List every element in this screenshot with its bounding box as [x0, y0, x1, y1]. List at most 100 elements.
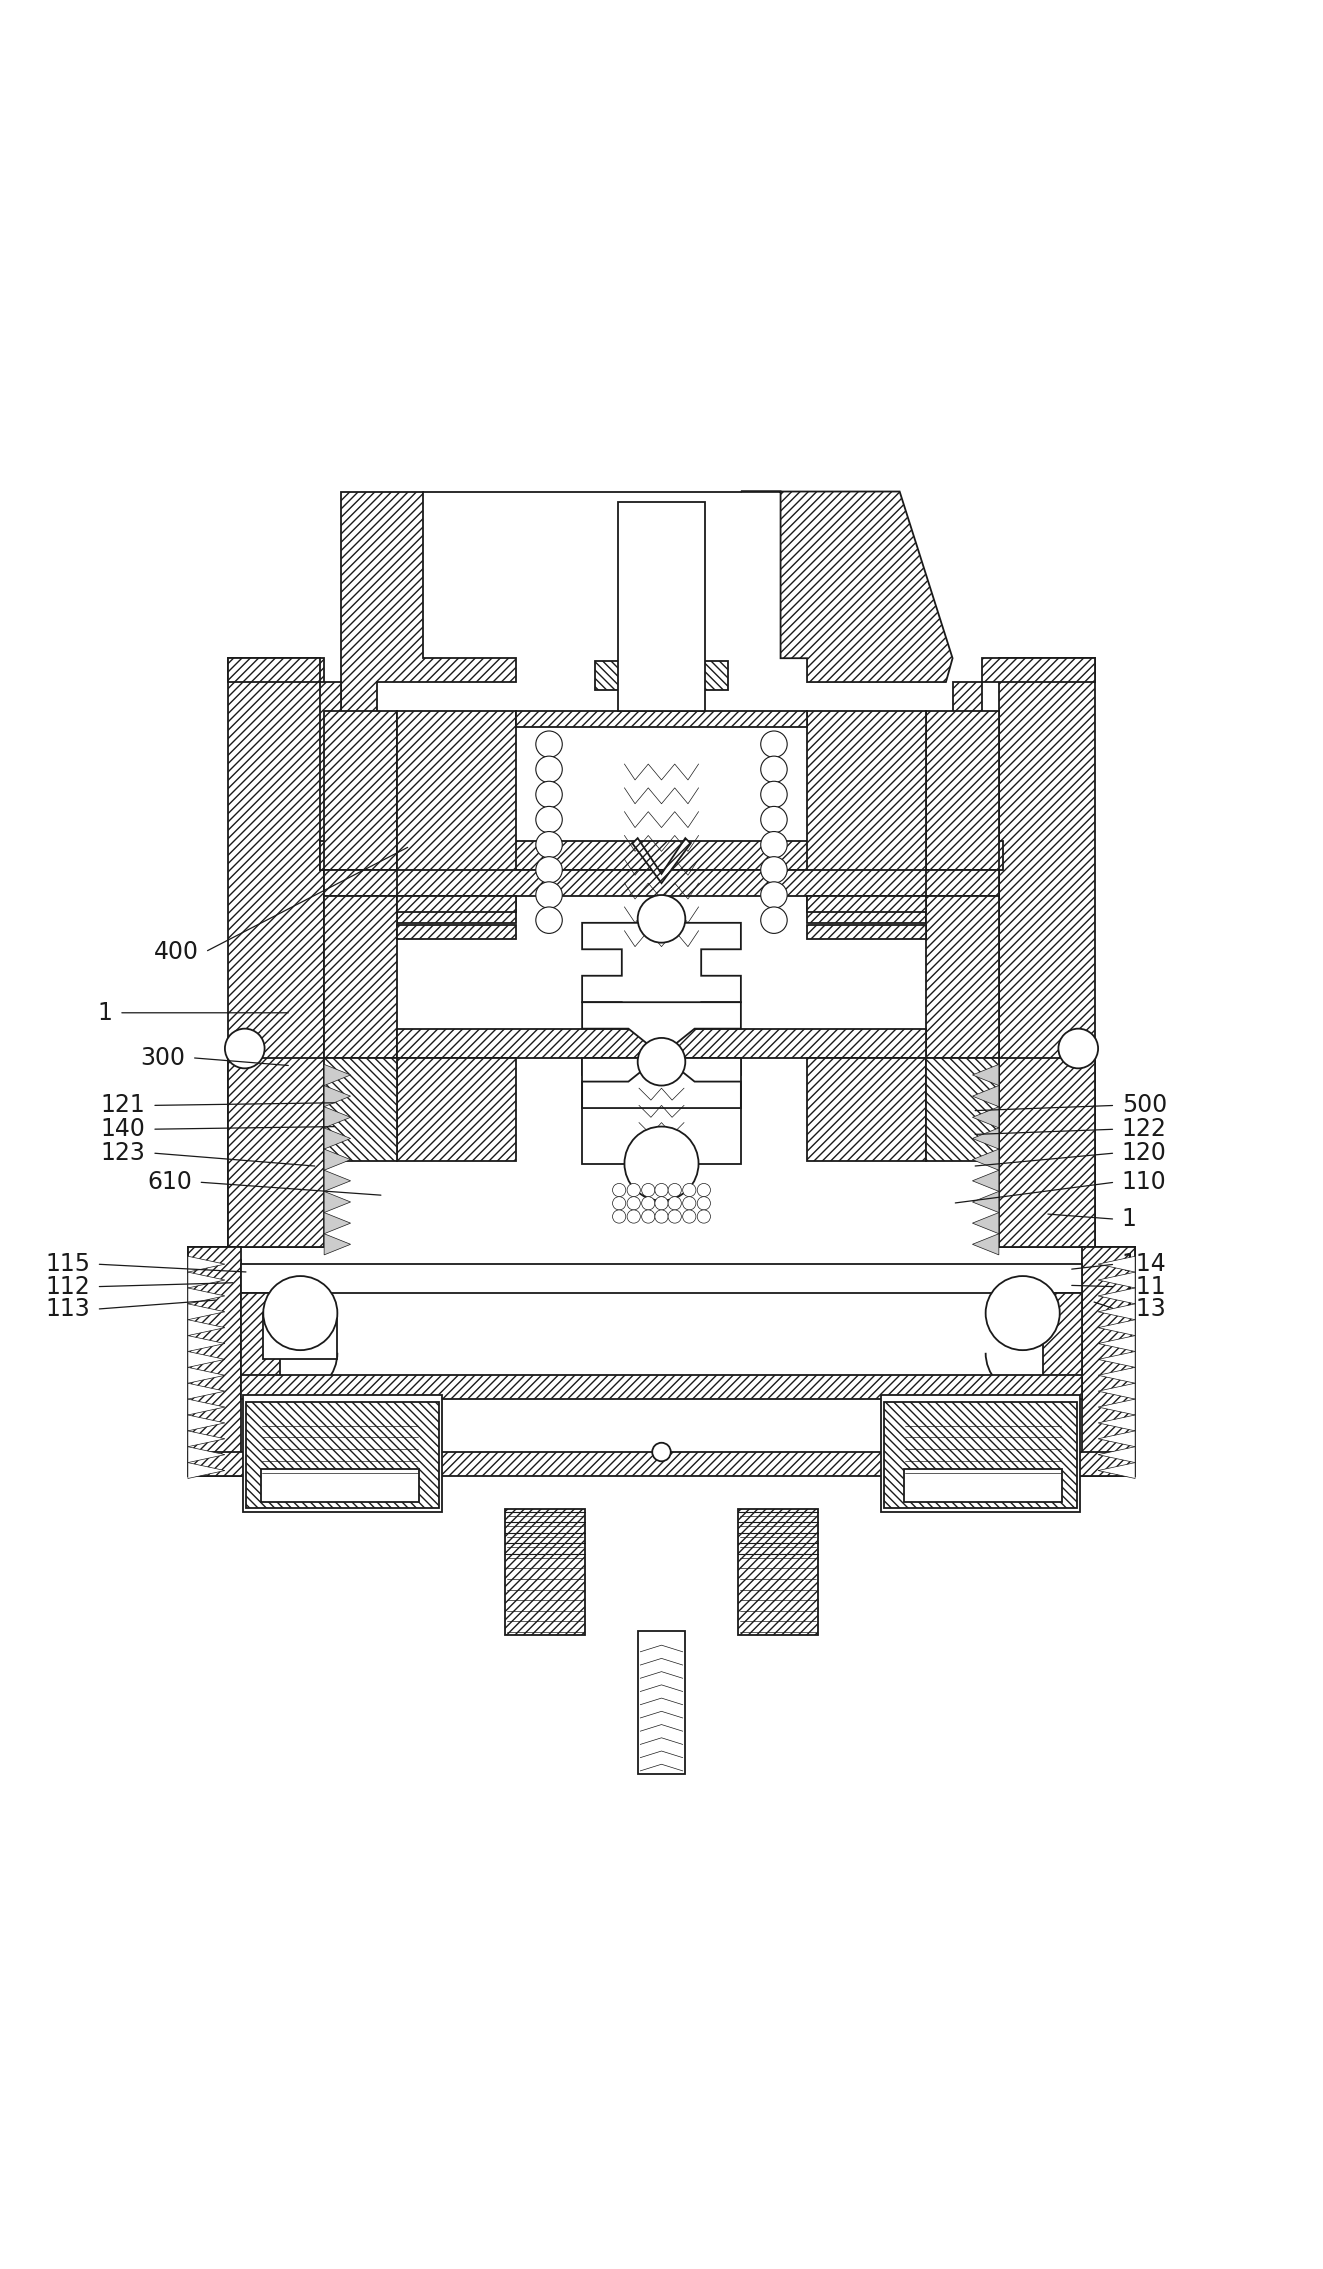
Circle shape [655, 1196, 668, 1209]
Circle shape [536, 805, 562, 833]
Text: 111: 111 [1122, 1275, 1167, 1298]
Polygon shape [926, 869, 999, 896]
Polygon shape [324, 896, 397, 1057]
Polygon shape [999, 1057, 1095, 1248]
Polygon shape [228, 658, 341, 869]
Bar [638, 1631, 685, 1774]
Polygon shape [263, 1314, 337, 1359]
Circle shape [761, 858, 787, 883]
Polygon shape [188, 1305, 225, 1321]
Circle shape [652, 1443, 671, 1461]
Text: 300: 300 [140, 1046, 185, 1069]
Polygon shape [324, 1107, 351, 1128]
Polygon shape [324, 710, 397, 896]
Polygon shape [188, 1368, 225, 1384]
Circle shape [986, 1275, 1060, 1350]
Circle shape [668, 1209, 681, 1223]
Text: 1: 1 [98, 1001, 112, 1026]
Circle shape [668, 1184, 681, 1196]
Text: 115: 115 [45, 1252, 90, 1275]
Circle shape [627, 1196, 640, 1209]
Polygon shape [582, 1048, 741, 1100]
Circle shape [627, 1184, 640, 1196]
Circle shape [761, 830, 787, 858]
Polygon shape [188, 1289, 225, 1305]
Polygon shape [324, 1212, 351, 1234]
Polygon shape [324, 1148, 351, 1171]
Polygon shape [1098, 1384, 1135, 1400]
Text: 120: 120 [1122, 1141, 1167, 1164]
Circle shape [1058, 1028, 1098, 1069]
Polygon shape [972, 1085, 999, 1107]
Bar [807, 896, 926, 912]
Circle shape [613, 1184, 626, 1196]
Text: 112: 112 [45, 1275, 90, 1298]
Bar [188, 1452, 1135, 1475]
Polygon shape [188, 1400, 225, 1416]
Circle shape [638, 894, 685, 942]
Circle shape [761, 805, 787, 833]
Polygon shape [1098, 1321, 1135, 1336]
Bar [241, 1264, 1082, 1293]
Circle shape [536, 883, 562, 908]
Circle shape [697, 1196, 710, 1209]
Circle shape [624, 1128, 699, 1200]
Circle shape [536, 756, 562, 783]
Text: 110: 110 [1122, 1171, 1167, 1193]
Bar [397, 1028, 926, 1057]
Polygon shape [188, 1448, 225, 1464]
Circle shape [761, 781, 787, 808]
Circle shape [536, 908, 562, 933]
Text: 400: 400 [153, 939, 198, 964]
Bar [618, 501, 705, 710]
Polygon shape [324, 1234, 351, 1255]
Polygon shape [926, 1057, 999, 1162]
Bar [807, 926, 926, 939]
Circle shape [536, 830, 562, 858]
Polygon shape [341, 492, 516, 869]
Polygon shape [188, 1336, 225, 1352]
Circle shape [642, 1209, 655, 1223]
Polygon shape [972, 1148, 999, 1171]
Polygon shape [324, 1085, 351, 1107]
Circle shape [683, 1209, 696, 1223]
Polygon shape [582, 923, 741, 1028]
Polygon shape [228, 658, 324, 1248]
Bar [904, 1470, 1062, 1502]
Circle shape [642, 1184, 655, 1196]
Polygon shape [1082, 1248, 1135, 1273]
Polygon shape [188, 1416, 225, 1432]
Polygon shape [1098, 1368, 1135, 1384]
Circle shape [683, 1196, 696, 1209]
Bar [582, 1057, 741, 1164]
Text: 1: 1 [1122, 1207, 1136, 1232]
Circle shape [668, 1196, 681, 1209]
Polygon shape [1098, 1336, 1135, 1352]
Text: 113: 113 [1122, 1298, 1167, 1321]
Bar [505, 1509, 585, 1634]
Polygon shape [1098, 1416, 1135, 1432]
Polygon shape [228, 1057, 324, 1248]
Circle shape [761, 908, 787, 933]
Polygon shape [926, 710, 999, 896]
Text: 114: 114 [1122, 1252, 1167, 1275]
Circle shape [536, 858, 562, 883]
Bar [324, 869, 999, 896]
Bar [881, 1395, 1080, 1511]
Polygon shape [324, 1057, 397, 1162]
Polygon shape [1098, 1352, 1135, 1368]
Polygon shape [972, 1234, 999, 1255]
Text: 610: 610 [147, 1171, 192, 1193]
Polygon shape [188, 1384, 225, 1400]
Text: 123: 123 [101, 1141, 146, 1164]
Circle shape [536, 781, 562, 808]
Polygon shape [632, 837, 691, 883]
Polygon shape [999, 658, 1095, 1248]
Text: 121: 121 [101, 1094, 146, 1116]
Polygon shape [1043, 1293, 1082, 1400]
Bar [261, 1470, 419, 1502]
Polygon shape [188, 1432, 225, 1448]
Circle shape [536, 731, 562, 758]
Polygon shape [1098, 1289, 1135, 1305]
Circle shape [655, 1184, 668, 1196]
